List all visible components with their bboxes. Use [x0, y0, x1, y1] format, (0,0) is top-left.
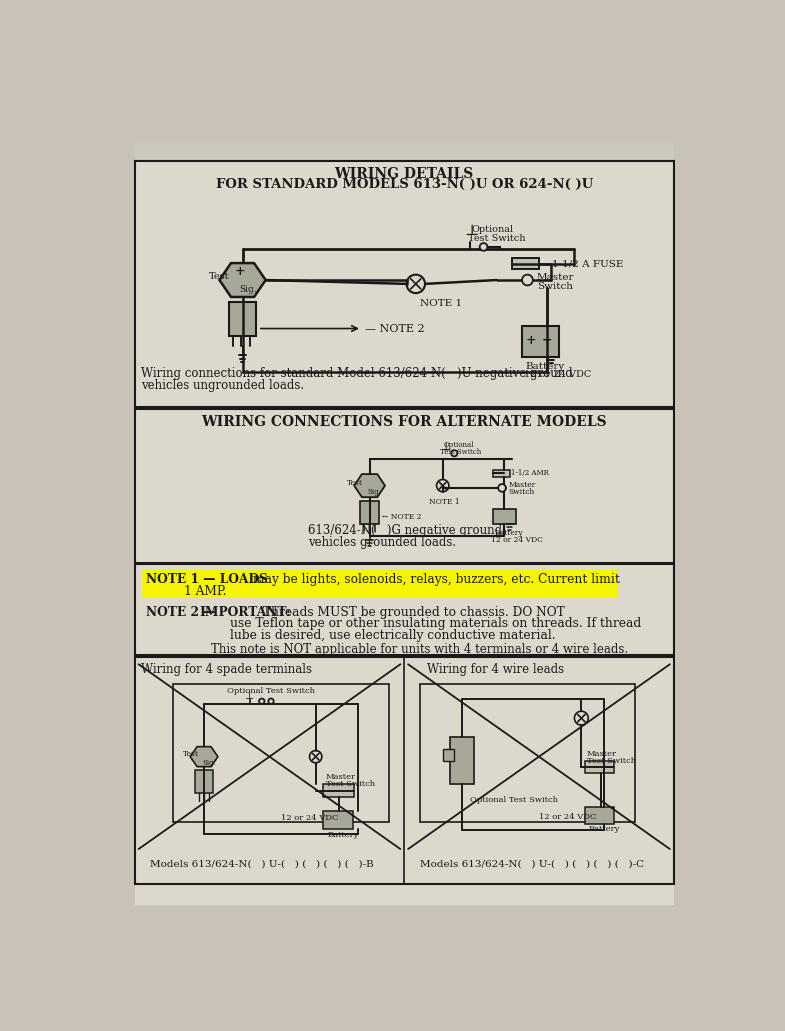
Polygon shape	[190, 746, 218, 767]
Text: vehicles grounded loads.: vehicles grounded loads.	[308, 536, 456, 548]
Bar	[135, 143, 674, 160]
Text: Master: Master	[326, 773, 356, 780]
Text: Battery: Battery	[588, 825, 619, 833]
Text: 12 or 24 VDC: 12 or 24 VDC	[281, 813, 338, 822]
Text: Optional Test Switch: Optional Test Switch	[227, 688, 315, 695]
Text: Test: Test	[182, 751, 199, 759]
Text: WIRING DETAILS: WIRING DETAILS	[334, 167, 474, 180]
Text: +: +	[235, 265, 246, 278]
Text: −: −	[542, 334, 553, 346]
Text: NOTE 1: NOTE 1	[429, 498, 460, 506]
Text: ⊥: ⊥	[245, 692, 254, 701]
Bar	[195, 770, 214, 793]
Text: Test: Test	[209, 272, 229, 281]
Text: Threads MUST be grounded to chassis. DO NOT: Threads MUST be grounded to chassis. DO …	[260, 606, 565, 619]
Text: Battery: Battery	[525, 362, 564, 371]
Bar	[522, 326, 559, 357]
Bar	[443, 749, 454, 761]
Polygon shape	[220, 263, 265, 297]
Text: FOR STANDARD MODELS 613-N( )U OR 624-N( )U: FOR STANDARD MODELS 613-N( )U OR 624-N( …	[216, 177, 593, 191]
Text: NOTE 1 — LOADS: NOTE 1 — LOADS	[145, 573, 267, 587]
Text: use Teflon tape or other insulating materials on threads. If thread: use Teflon tape or other insulating mate…	[230, 618, 641, 630]
Text: Battery: Battery	[495, 529, 523, 537]
Text: Optional Test Switch: Optional Test Switch	[469, 796, 557, 804]
Circle shape	[522, 274, 533, 286]
Circle shape	[259, 699, 265, 704]
Bar	[141, 570, 619, 598]
Bar	[135, 657, 674, 884]
Text: IMPORTANT:: IMPORTANT:	[199, 606, 291, 619]
Circle shape	[480, 243, 487, 251]
Bar	[512, 259, 539, 269]
Text: 12 or 24 VDC: 12 or 24 VDC	[539, 812, 597, 821]
Text: lube is desired, use electrically conductive material.: lube is desired, use electrically conduc…	[230, 629, 556, 642]
Text: Master: Master	[508, 481, 535, 489]
Circle shape	[268, 699, 274, 704]
Bar	[420, 684, 635, 822]
Text: Sig.: Sig.	[203, 759, 217, 767]
Bar	[228, 302, 257, 336]
Text: Models 613/624-N(   ) U-(   ) (   ) (   ) (   )-B: Models 613/624-N( ) U-( ) ( ) ( ) ( )-B	[150, 859, 374, 868]
Bar	[135, 161, 674, 407]
Bar	[323, 784, 354, 797]
Text: WIRING CONNECTIONS FOR ALTERNATE MODELS: WIRING CONNECTIONS FOR ALTERNATE MODELS	[202, 414, 607, 429]
Text: Master: Master	[586, 750, 617, 758]
Text: — NOTE 2: — NOTE 2	[365, 324, 425, 334]
Text: Test Switch: Test Switch	[440, 447, 481, 456]
Text: NOTE 2 —: NOTE 2 —	[145, 606, 219, 619]
Text: 12 or 24 VDC: 12 or 24 VDC	[491, 536, 543, 543]
Circle shape	[451, 451, 458, 457]
Text: 1 AMP.: 1 AMP.	[184, 585, 227, 598]
Bar	[360, 501, 379, 524]
Text: +: +	[525, 334, 535, 346]
Text: Test Switch: Test Switch	[468, 234, 526, 243]
Text: Battery: Battery	[328, 831, 360, 838]
Text: Wiring for 4 spade terminals: Wiring for 4 spade terminals	[141, 663, 312, 675]
Text: Test: Test	[346, 479, 363, 488]
Text: 1-1/2 A FUSE: 1-1/2 A FUSE	[552, 259, 623, 268]
Text: ⊥: ⊥	[464, 224, 479, 238]
Text: Sig.: Sig.	[367, 488, 382, 496]
Text: Optional: Optional	[444, 441, 474, 448]
Polygon shape	[354, 474, 385, 497]
Text: vehicles ungrounded loads.: vehicles ungrounded loads.	[141, 378, 304, 392]
Bar	[451, 737, 473, 784]
Text: ← NOTE 2: ← NOTE 2	[382, 512, 422, 521]
Bar	[135, 408, 674, 563]
Text: Master: Master	[537, 273, 574, 282]
Bar	[493, 470, 509, 477]
Text: Wiring connections for standard Model 613/624 N(   )U negative ground: Wiring connections for standard Model 61…	[141, 367, 572, 380]
Bar	[585, 806, 615, 824]
Text: Switch: Switch	[508, 488, 535, 496]
Bar	[585, 761, 615, 773]
Bar	[135, 143, 674, 905]
Text: 12 or 24 VDC: 12 or 24 VDC	[524, 370, 591, 379]
Text: may be lights, solenoids, relays, buzzers, etc. Current limit: may be lights, solenoids, relays, buzzer…	[250, 573, 620, 587]
Text: Models 613/624-N(   ) U-(   ) (   ) (   ) (   )-C: Models 613/624-N( ) U-( ) ( ) ( ) ( )-C	[420, 859, 644, 868]
Text: Test Switch: Test Switch	[586, 757, 636, 765]
Bar	[323, 810, 352, 829]
Text: ⊥: ⊥	[441, 441, 451, 452]
Text: NOTE 1: NOTE 1	[420, 299, 462, 308]
Bar	[173, 684, 389, 822]
Text: Wiring for 4 wire leads: Wiring for 4 wire leads	[427, 663, 564, 675]
Text: This note is NOT applicable for units with 4 terminals or 4 wire leads.: This note is NOT applicable for units wi…	[211, 642, 628, 656]
Text: Test Switch: Test Switch	[326, 779, 374, 788]
Bar	[135, 564, 674, 655]
Text: Switch: Switch	[537, 281, 573, 291]
Bar	[493, 508, 516, 524]
Circle shape	[498, 485, 506, 492]
Text: 613/624-N(   )G negative ground: 613/624-N( )G negative ground	[308, 524, 502, 537]
Text: Optional: Optional	[472, 225, 514, 234]
Text: 1-1/2 AMR: 1-1/2 AMR	[511, 469, 550, 476]
Text: Sig.: Sig.	[239, 285, 257, 294]
